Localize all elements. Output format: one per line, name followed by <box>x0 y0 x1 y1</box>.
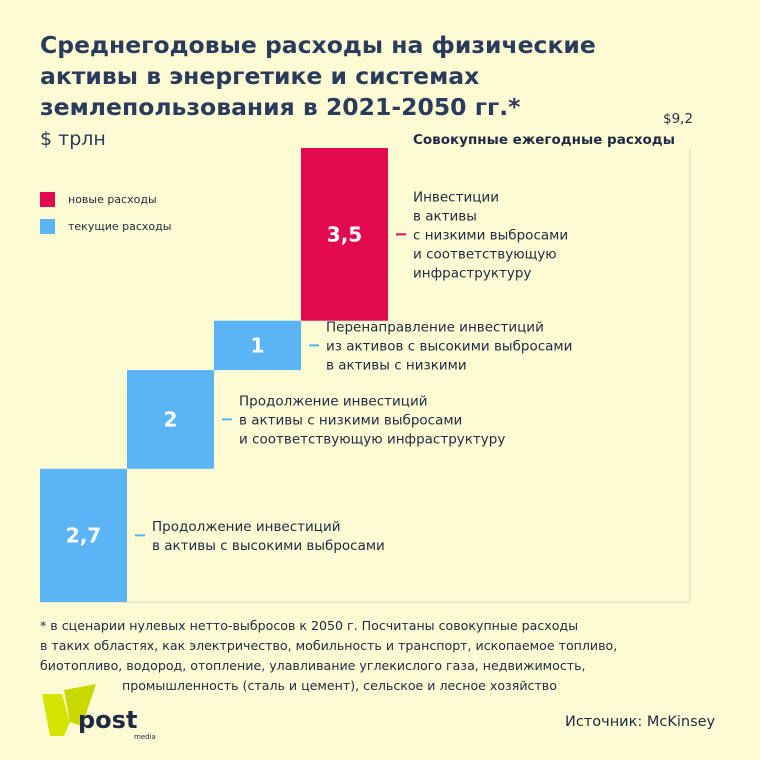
bar-description-line: из активов с высокими выбросами <box>326 338 572 354</box>
bar-description-line: Перенаправление инвестиций <box>326 319 544 335</box>
legend-item-current: текущие расходы <box>40 219 171 234</box>
legend-label-new: новые расходы <box>68 193 157 206</box>
footnote: * в сценарии нулевых нетто-выбросов к 20… <box>40 616 730 696</box>
bar-description-line: в активы с высокими выбросами <box>152 538 385 554</box>
bar-description-line: Продолжение инвестиций <box>239 393 428 409</box>
bar-description-line: в активы с низкими выбросами <box>239 412 462 428</box>
unit-label: $ трлн <box>40 128 106 150</box>
total-value: $9,2 <box>663 111 694 127</box>
bar-description-line: инфраструктуру <box>413 265 531 281</box>
bar-description-line: Продолжение инвестиций <box>152 519 341 535</box>
legend-swatch-current <box>40 219 55 234</box>
bar-segment <box>301 148 388 321</box>
total-label: Совокупные ежегодные расходы <box>413 132 675 148</box>
bar-segment <box>40 468 127 602</box>
legend-item-new: новые расходы <box>40 192 157 207</box>
source-label: Источник: McKinsey <box>565 714 716 730</box>
legend-label-current: текущие расходы <box>68 220 172 233</box>
bar-description-line: с низкими выбросами <box>413 227 568 243</box>
logo-subtext: media <box>134 733 156 741</box>
bar-value-label: 3,5 <box>327 222 362 246</box>
footnote-line: в таких областях, как электричество, моб… <box>40 638 618 653</box>
bar-description-line: и соответствующую <box>413 246 557 262</box>
bar-value-label: 2,7 <box>66 523 101 547</box>
bar-value-label: 2 <box>164 407 178 431</box>
logo-text: post <box>78 706 137 734</box>
bar-segment <box>127 370 214 469</box>
footnote-line: биотопливо, водород, отопление, улавлива… <box>40 658 586 673</box>
bar-description-line: в активы <box>413 208 477 224</box>
bar-description-line: и соответствующую инфраструктуру <box>239 431 505 447</box>
chart-title: Среднегодовые расходы на физические акти… <box>40 31 596 121</box>
footnote-line: * в сценарии нулевых нетто-выбросов к 20… <box>40 618 579 633</box>
bar-value-label: 1 <box>251 333 265 357</box>
bar-description-line: Инвестиции <box>413 189 499 205</box>
legend-swatch-new <box>40 192 55 207</box>
footnote-line: промышленность (сталь и цемент), сельско… <box>122 678 557 693</box>
bar-description-line: в активы с низкими <box>326 357 467 373</box>
bar-segment <box>214 320 301 371</box>
postmedia-logo: post media <box>42 684 156 741</box>
